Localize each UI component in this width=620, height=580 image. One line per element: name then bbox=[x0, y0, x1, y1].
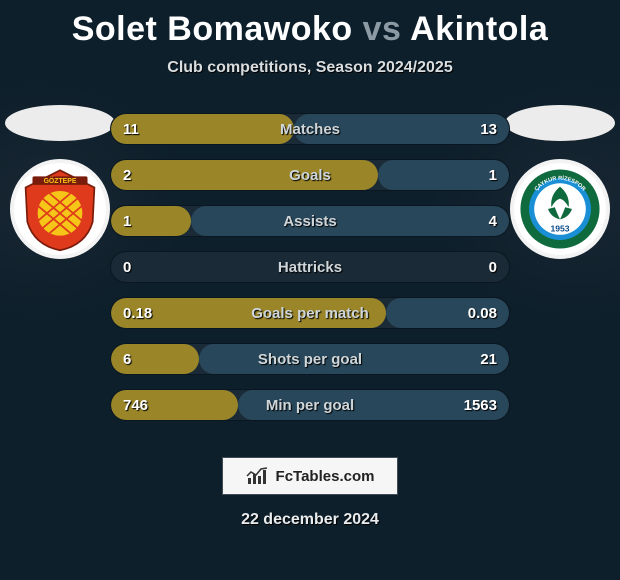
chart-icon bbox=[246, 466, 270, 486]
stat-label: Shots per goal bbox=[258, 351, 362, 368]
player2-column: 1953 ÇAYKUR RİZESPOR bbox=[500, 105, 620, 259]
stat-fill-right bbox=[191, 206, 509, 236]
stat-row: 6 21 Shots per goal bbox=[110, 343, 510, 375]
stat-label: Goals bbox=[289, 167, 331, 184]
stat-value-left: 11 bbox=[111, 114, 151, 144]
stat-value-left: 6 bbox=[111, 344, 143, 374]
stat-label: Goals per match bbox=[251, 305, 369, 322]
player2-name: Akintola bbox=[410, 10, 548, 48]
stat-value-left: 2 bbox=[111, 160, 143, 190]
stat-value-right: 1563 bbox=[452, 390, 509, 420]
stat-value-right: 21 bbox=[468, 344, 509, 374]
club-badge-left: GÖZTEPE bbox=[10, 159, 110, 259]
page-title: Solet Bomawoko vs Akintola bbox=[0, 0, 620, 49]
stat-value-right: 1 bbox=[477, 160, 509, 190]
player1-silhouette bbox=[5, 105, 115, 141]
stat-row: 11 13 Matches bbox=[110, 113, 510, 145]
stat-fill-left bbox=[111, 160, 378, 190]
stat-label: Assists bbox=[283, 213, 336, 230]
player1-name: Solet Bomawoko bbox=[72, 10, 353, 48]
stat-value-left: 746 bbox=[111, 390, 160, 420]
club-badge-right: 1953 ÇAYKUR RİZESPOR bbox=[510, 159, 610, 259]
brand-badge: FcTables.com bbox=[222, 457, 398, 495]
stat-value-left: 1 bbox=[111, 206, 143, 236]
date-text: 22 december 2024 bbox=[0, 511, 620, 529]
stat-row: 1 4 Assists bbox=[110, 205, 510, 237]
stat-value-left: 0 bbox=[111, 252, 143, 282]
rizespor-crest-icon: 1953 ÇAYKUR RİZESPOR bbox=[517, 166, 603, 252]
stat-label: Min per goal bbox=[266, 397, 354, 414]
brand-text: FcTables.com bbox=[276, 468, 375, 485]
stat-label: Matches bbox=[280, 121, 340, 138]
player2-silhouette bbox=[505, 105, 615, 141]
comparison-stage: GÖZTEPE 1 bbox=[0, 105, 620, 445]
subtitle: Club competitions, Season 2024/2025 bbox=[0, 59, 620, 77]
stat-value-right: 0.08 bbox=[456, 298, 509, 328]
stat-label: Hattricks bbox=[278, 259, 342, 276]
stats-list: 1113Matches21Goals14Assists00Hattricks0.… bbox=[110, 113, 510, 421]
svg-text:GÖZTEPE: GÖZTEPE bbox=[44, 176, 77, 185]
stat-row: 2 1 Goals bbox=[110, 159, 510, 191]
stat-row: 0 0 Hattricks bbox=[110, 251, 510, 283]
player1-column: GÖZTEPE bbox=[0, 105, 120, 259]
stat-value-right: 0 bbox=[477, 252, 509, 282]
stat-value-right: 13 bbox=[468, 114, 509, 144]
rizespor-year: 1953 bbox=[550, 223, 569, 233]
stat-value-right: 4 bbox=[477, 206, 509, 236]
stat-row: 746 1563 Min per goal bbox=[110, 389, 510, 421]
stat-row: 0.18 0.08 Goals per match bbox=[110, 297, 510, 329]
stat-value-left: 0.18 bbox=[111, 298, 164, 328]
goztepe-crest-icon: GÖZTEPE bbox=[17, 166, 103, 252]
vs-text: vs bbox=[363, 10, 402, 48]
